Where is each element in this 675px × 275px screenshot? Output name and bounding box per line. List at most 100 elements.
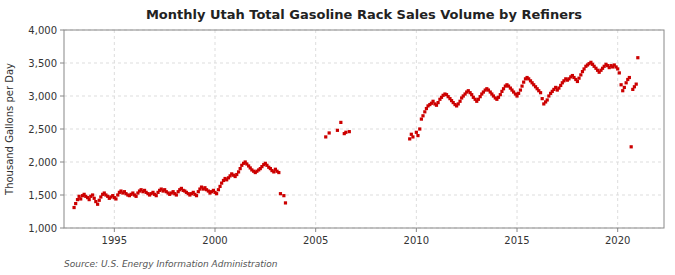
point <box>339 121 342 124</box>
x-tick <box>315 228 316 232</box>
point <box>348 130 351 133</box>
point <box>579 73 582 76</box>
point <box>421 114 424 117</box>
point <box>499 93 502 96</box>
point <box>76 198 79 201</box>
point <box>623 86 626 89</box>
plot-area <box>64 30 664 228</box>
point <box>576 80 579 83</box>
point <box>217 188 220 191</box>
point <box>74 202 77 205</box>
point <box>625 81 628 84</box>
y-tick <box>60 63 64 64</box>
point <box>618 71 621 74</box>
plot-frame <box>64 30 664 228</box>
point <box>91 193 94 196</box>
x-grid-line <box>517 30 518 228</box>
point <box>577 77 580 80</box>
point <box>239 167 242 170</box>
point <box>114 197 117 200</box>
point <box>336 129 339 132</box>
point <box>519 88 522 91</box>
x-tick <box>114 228 115 232</box>
y-grid-line <box>64 63 664 64</box>
point <box>218 185 221 188</box>
point <box>324 135 327 138</box>
point <box>541 97 544 100</box>
axes: 1,000 1,500 2,000 2,500 3,000 3,500 4,000 1995 2… <box>28 25 630 247</box>
point <box>134 195 137 198</box>
point <box>344 131 347 134</box>
title: Monthly Utah Total Gasoline Rack Sales V… <box>146 7 582 22</box>
x-tick-label: 2020 <box>605 235 630 246</box>
x-tick <box>215 228 216 232</box>
point <box>517 92 520 95</box>
grid <box>64 30 664 228</box>
point <box>630 145 633 148</box>
y-tick <box>60 96 64 97</box>
y-tick <box>60 228 64 229</box>
point <box>616 67 619 70</box>
x-tick-label: 2015 <box>504 235 529 246</box>
point <box>423 110 426 113</box>
point <box>72 206 75 209</box>
x-tick-label: 2005 <box>303 235 328 246</box>
points <box>72 56 639 209</box>
y-tick-label: 1,500 <box>28 190 57 201</box>
x-grid-line <box>416 30 417 228</box>
x-tick <box>416 228 417 232</box>
point <box>88 198 91 201</box>
y-grid-line <box>64 96 664 97</box>
x-tick <box>517 228 518 232</box>
point <box>79 197 82 200</box>
y-tick <box>60 129 64 130</box>
x-tick-label: 2000 <box>202 235 227 246</box>
point <box>237 170 240 173</box>
point <box>420 118 423 121</box>
y-tick <box>60 195 64 196</box>
point <box>284 201 287 204</box>
y-tick-label: 1,000 <box>28 223 57 234</box>
chart: 1,000 1,500 2,000 2,500 3,000 3,500 4,000 1995 2… <box>0 0 675 275</box>
point <box>522 81 525 84</box>
y-tick-label: 3,500 <box>28 58 57 69</box>
point <box>620 83 623 86</box>
x-tick-label: 1995 <box>102 235 127 246</box>
point <box>436 101 439 104</box>
point <box>416 134 419 137</box>
y-axis-label: Thousand Gallons per Day <box>4 63 15 196</box>
x-grid-line <box>617 30 618 228</box>
point <box>175 193 178 196</box>
y-tick <box>60 30 64 31</box>
point <box>98 199 101 202</box>
y-grid-line <box>64 129 664 130</box>
point <box>408 137 411 140</box>
x-tick-label: 2010 <box>404 235 429 246</box>
y-grid-line <box>64 162 664 163</box>
y-tick-label: 3,000 <box>28 91 57 102</box>
point <box>277 171 280 174</box>
y-tick-label: 2,500 <box>28 124 57 135</box>
point <box>635 83 638 86</box>
point <box>93 197 96 200</box>
y-tick-label: 2,000 <box>28 157 57 168</box>
point <box>279 192 282 195</box>
point <box>636 56 639 59</box>
point <box>328 131 331 134</box>
point <box>458 100 461 103</box>
point <box>282 194 285 197</box>
point <box>546 98 549 101</box>
point <box>628 76 631 79</box>
point <box>195 194 198 197</box>
x-grid-line <box>215 30 216 228</box>
point <box>155 194 158 197</box>
point <box>520 85 523 88</box>
y-tick-label: 4,000 <box>28 25 57 36</box>
point <box>418 127 421 130</box>
x-tick <box>617 228 618 232</box>
point <box>415 131 418 134</box>
point <box>215 192 218 195</box>
source-note: Source: U.S. Energy Information Administ… <box>64 259 278 269</box>
point <box>411 135 414 138</box>
x-grid-line <box>315 30 316 228</box>
